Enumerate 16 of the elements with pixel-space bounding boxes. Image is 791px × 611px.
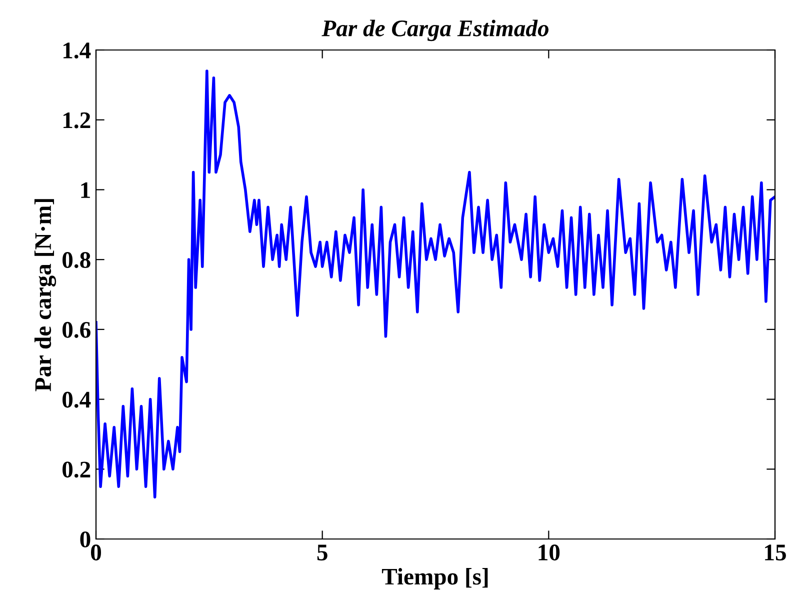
x-tick-label: 0: [90, 544, 102, 560]
chart-title: Par de Carga Estimado: [322, 20, 548, 42]
x-tick-label: 15: [765, 544, 786, 560]
y-tick-label: 0.6: [62, 322, 90, 338]
y-axis-title: Par de carga [N·m]: [34, 199, 56, 392]
y-tick-label: 0.4: [62, 392, 91, 408]
x-axis-title: Tiempo [s]: [382, 568, 488, 590]
y-tick-label: 1: [81, 182, 90, 198]
y-tick-label: 1.4: [64, 42, 91, 59]
y-tick-label: 0.2: [62, 462, 90, 478]
line-series: [96, 70, 775, 498]
y-tick-label: 0.8: [62, 252, 90, 268]
y-tick-label: 0: [80, 531, 90, 548]
y-tick-label: 1.2: [64, 112, 90, 128]
x-tick-label: 5: [317, 544, 328, 560]
x-tick-label: 10: [538, 544, 560, 560]
